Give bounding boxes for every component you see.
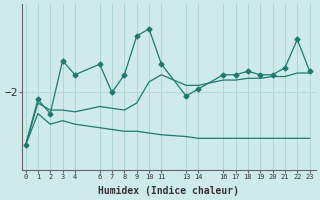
X-axis label: Humidex (Indice chaleur): Humidex (Indice chaleur) — [98, 186, 239, 196]
